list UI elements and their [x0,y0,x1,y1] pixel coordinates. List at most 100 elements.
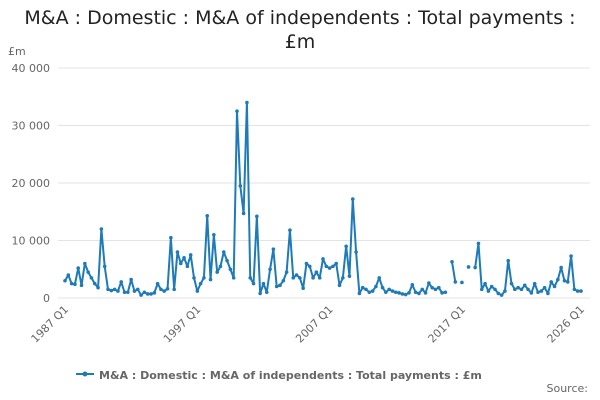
point [317,276,322,280]
point [403,292,408,297]
point [248,276,253,280]
point [208,277,213,282]
point [135,287,140,292]
point [178,261,183,266]
point [182,255,186,260]
point [155,281,160,286]
point [321,257,325,261]
point [436,285,441,290]
point [221,250,226,254]
point [145,292,150,296]
point [225,258,229,263]
point [245,100,249,105]
y-tick-label: 40 000 [12,62,51,75]
point [546,291,550,296]
point [380,285,385,290]
point [354,250,358,254]
point [212,232,216,237]
point [268,267,272,272]
point [79,283,84,288]
point [460,280,464,285]
point [66,273,71,277]
point [205,213,210,218]
point [420,287,425,292]
point [301,286,305,291]
point [360,285,365,290]
point [400,292,405,296]
point [542,285,547,290]
point [493,287,497,292]
point [76,266,81,270]
x-tick-label: 2017 Q1 [426,303,469,346]
point [370,289,375,293]
point [198,281,203,286]
point [417,291,421,296]
point [102,264,107,269]
y-tick-label: 20 000 [12,177,51,190]
point [433,287,438,292]
point [264,290,269,295]
point [291,276,296,280]
x-tick-label: 2007 Q1 [293,303,336,346]
x-tick-label: 1987 Q1 [29,303,72,346]
point [271,247,276,251]
x-tick-label: 1997 Q1 [161,303,204,346]
point [334,261,339,266]
point [255,214,259,219]
point [536,290,540,295]
point [195,289,200,293]
point [172,287,176,292]
point [509,281,514,286]
point [116,289,120,293]
point [86,270,90,274]
point [450,259,454,264]
point [231,276,236,280]
point [562,278,567,283]
y-axis-label: £m [8,45,26,58]
point [278,283,282,288]
source: Source: [547,382,589,395]
point [479,287,484,292]
chart-title: M&A : Domestic : M&A of independents : T… [24,7,576,53]
point [519,287,524,292]
point [430,285,434,290]
point [258,291,262,296]
point [112,287,117,292]
legend-label: M&A : Domestic : M&A of independents : T… [99,369,482,382]
point [526,287,530,292]
point [73,282,77,287]
point [532,281,537,286]
point [556,277,560,282]
point [159,287,163,292]
point [331,264,335,269]
point [218,264,223,269]
point [89,276,94,280]
point [344,244,348,249]
point [251,281,256,286]
point [106,287,110,292]
point [483,281,487,286]
point [565,280,570,284]
point [294,273,299,277]
point [235,109,239,113]
point [559,265,563,270]
point [96,285,100,290]
point [341,276,345,280]
point [69,281,74,286]
point [169,235,173,240]
point [443,290,448,295]
point [185,264,190,269]
point [453,280,458,284]
point [397,291,401,295]
point [152,291,157,295]
point [499,293,504,297]
point [175,250,180,254]
point [63,278,67,283]
point [202,276,206,280]
point [142,290,147,295]
point [241,211,246,216]
point [387,287,391,292]
point [476,241,481,246]
